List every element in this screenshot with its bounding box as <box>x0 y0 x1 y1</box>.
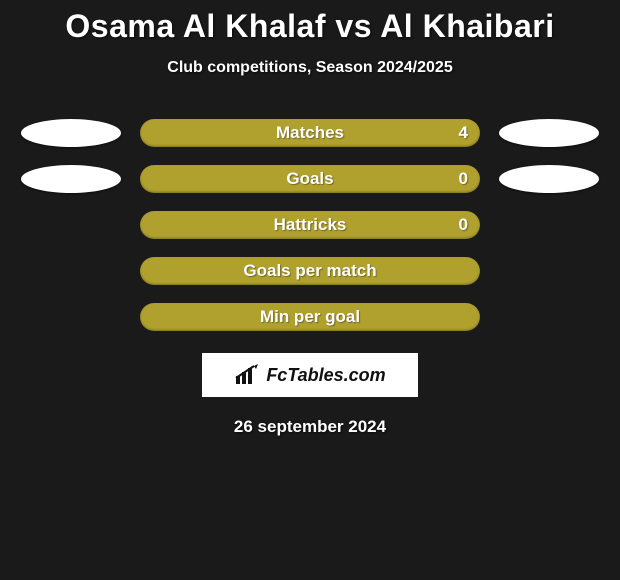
player-right-ellipse <box>499 119 599 147</box>
stat-label: Hattricks <box>140 215 480 235</box>
stat-bar: Goals0 <box>140 165 480 193</box>
stat-value: 4 <box>459 123 468 143</box>
stat-bar: Matches4 <box>140 119 480 147</box>
right-ellipse-slot <box>494 165 604 193</box>
stat-value: 0 <box>459 169 468 189</box>
left-ellipse-slot <box>16 165 126 193</box>
stat-row: Hattricks0 <box>0 211 620 239</box>
stat-bar: Goals per match <box>140 257 480 285</box>
left-ellipse-slot <box>16 119 126 147</box>
stats-container: Matches4Goals0Hattricks0Goals per matchM… <box>0 119 620 331</box>
stat-row: Min per goal <box>0 303 620 331</box>
bar-chart-icon <box>234 364 260 386</box>
page-title: Osama Al Khalaf vs Al Khaibari <box>0 0 620 45</box>
player-left-ellipse <box>21 119 121 147</box>
stat-row: Goals per match <box>0 257 620 285</box>
right-ellipse-slot <box>494 119 604 147</box>
stat-row: Matches4 <box>0 119 620 147</box>
date-label: 26 september 2024 <box>0 417 620 437</box>
stat-label: Goals per match <box>140 261 480 281</box>
stat-bar: Min per goal <box>140 303 480 331</box>
stat-bar: Hattricks0 <box>140 211 480 239</box>
stat-row: Goals0 <box>0 165 620 193</box>
stat-label: Matches <box>140 123 480 143</box>
player-left-ellipse <box>21 165 121 193</box>
stat-label: Min per goal <box>140 307 480 327</box>
logo-box: FcTables.com <box>202 353 418 397</box>
stat-label: Goals <box>140 169 480 189</box>
stat-value: 0 <box>459 215 468 235</box>
player-right-ellipse <box>499 165 599 193</box>
page-subtitle: Club competitions, Season 2024/2025 <box>0 59 620 77</box>
logo-text: FcTables.com <box>266 365 385 386</box>
